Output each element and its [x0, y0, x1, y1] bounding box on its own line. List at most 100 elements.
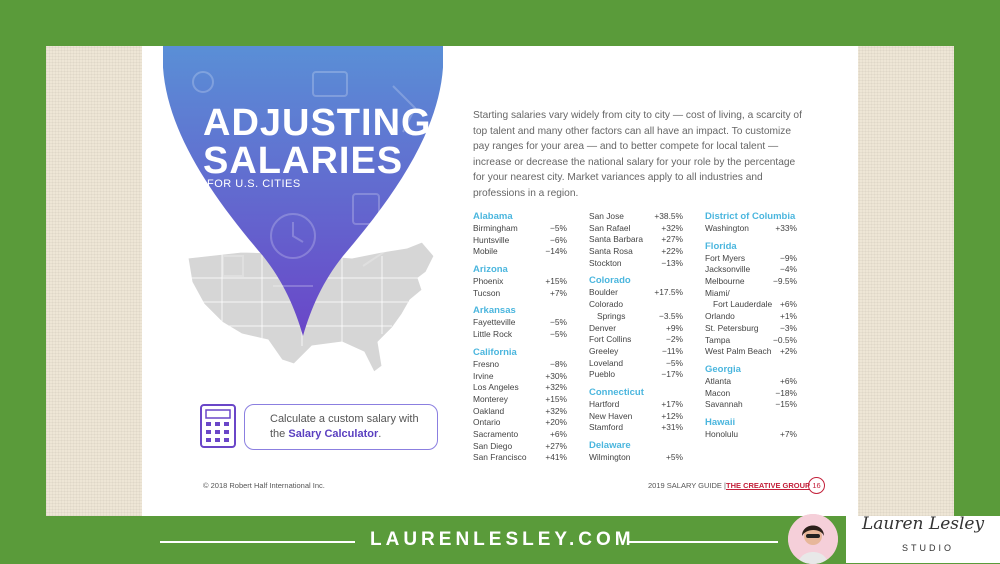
city-row: Loveland −5% [589, 358, 683, 370]
intro-paragraph: Starting salaries vary widely from city … [473, 110, 802, 199]
salary-adjustment: +27% [545, 440, 567, 451]
city-row: Hartford +17% [589, 399, 683, 411]
site-url[interactable]: LAURENLESLEY.COM [370, 529, 635, 550]
salary-column-1: Alabama Birmingham −5% Huntsville −6% Mobile −… [473, 211, 567, 464]
salary-adjustment: +2% [780, 346, 797, 357]
salary-adjustment: −0.5% [773, 334, 797, 345]
city-name: Wilmington [589, 452, 631, 462]
footer-rule-left [160, 541, 355, 543]
salary-calculator-callout[interactable] [244, 404, 438, 450]
city-row: Colorado [589, 299, 683, 311]
salary-guide-label: 2019 SALARY GUIDE | [648, 481, 726, 490]
page-title-line1: ADJUSTING [203, 102, 432, 144]
city-name: Greeley [589, 345, 619, 356]
salary-adjustment: +20% [545, 417, 567, 428]
city-row: Denver +9% [589, 323, 683, 335]
state-heading: Colorado [589, 275, 631, 287]
city-name: Mobile [473, 246, 498, 257]
salary-adjustment: +32% [545, 382, 567, 393]
salary-adjustment: +5% [666, 452, 683, 462]
city-row: Stamford +31% [589, 422, 683, 434]
calculator-text-line1: Calculate a custom salary with [270, 413, 419, 425]
city-name: Fort Collins [589, 334, 632, 345]
studio-logo-background [846, 516, 1000, 563]
city-name: Boulder [589, 287, 618, 298]
salary-adjustment: +22% [661, 246, 683, 257]
city-name: Tampa [705, 334, 731, 345]
city-row: Miami/ [705, 288, 797, 300]
salary-adjustment: −9.5% [773, 276, 797, 287]
city-name: Tucson [473, 287, 501, 298]
salary-adjustment: +17.5% [654, 287, 683, 298]
city-row: Macon −18% [705, 388, 797, 400]
city-row: Little Rock −5% [473, 329, 567, 341]
city-name: San Diego [473, 440, 513, 451]
salary-calculator-link[interactable]: Salary Calculator [288, 428, 379, 440]
city-name: Denver [589, 322, 616, 333]
city-row: Fort Lauderdale +6% [705, 299, 797, 311]
city-name: Stamford [589, 422, 623, 433]
city-name: Savannah [705, 399, 743, 410]
salary-adjustment: +6% [780, 299, 797, 310]
city-row: Jacksonville −4% [705, 264, 797, 276]
salary-adjustment: +7% [550, 287, 567, 298]
salary-adjustment: −11% [661, 345, 683, 356]
city-name: Huntsville [473, 234, 510, 245]
city-row: New Haven +12% [589, 411, 683, 423]
page-number: 16 [808, 477, 825, 494]
studio-logo-word: STUDIO [902, 543, 955, 553]
city-row: Greeley −11% [589, 346, 683, 358]
salary-adjustment: +27% [661, 234, 683, 245]
state-heading: Georgia [705, 363, 741, 375]
city-row: San Diego +27% [473, 441, 567, 453]
city-row: Sacramento +6% [473, 429, 567, 441]
city-name: Irvine [473, 370, 494, 381]
salary-adjustment: +15% [545, 393, 567, 404]
salary-adjustment: −5% [666, 357, 683, 368]
city-name: Springs [597, 310, 626, 321]
state-heading: Florida [705, 240, 737, 252]
title-pin-shape [163, 46, 443, 336]
salary-adjustment: +41% [545, 452, 567, 463]
city-row: Huntsville −6% [473, 235, 567, 247]
city-row: Fort Myers −9% [705, 253, 797, 265]
city-row: Los Angeles +32% [473, 382, 567, 394]
state-heading: California [473, 346, 517, 358]
city-row: Fresno −8% [473, 359, 567, 371]
city-row: Savannah −15% [705, 399, 797, 411]
city-name: Hartford [589, 398, 620, 409]
city-row: San Jose +38.5% [589, 211, 683, 223]
salary-adjustment: −5% [550, 223, 567, 233]
city-row: Washington +33% [705, 223, 797, 235]
state-heading: District of Columbia [705, 211, 796, 222]
salary-adjustment: −8% [550, 358, 567, 369]
salary-adjustment: −2% [666, 334, 683, 345]
creative-group-link[interactable]: THE CREATIVE GROUP [726, 481, 811, 490]
city-row: Santa Rosa +22% [589, 246, 683, 258]
salary-adjustment: −13% [661, 257, 683, 268]
salary-adjustment: −18% [775, 387, 797, 398]
city-name: Stockton [589, 257, 622, 268]
page-title-line2: SALARIES [203, 140, 404, 182]
city-row: Tampa −0.5% [705, 335, 797, 347]
calculator-text-line2: the Salary Calculator. [270, 428, 382, 440]
salary-adjustment: +33% [775, 223, 797, 233]
copyright-text: © 2018 Robert Half International Inc. [203, 481, 325, 490]
city-name: Fort Myers [705, 252, 746, 263]
salary-adjustment: +12% [661, 410, 683, 421]
city-row: Wilmington +5% [589, 452, 683, 464]
state-heading: Arkansas [473, 305, 516, 317]
salary-adjustment: +38.5% [654, 211, 683, 221]
city-name: Orlando [705, 311, 735, 322]
city-name: Monterey [473, 393, 508, 404]
city-row: Irvine +30% [473, 371, 567, 383]
city-row: Oakland +32% [473, 406, 567, 418]
city-row: Santa Barbara +27% [589, 234, 683, 246]
city-name: Atlanta [705, 375, 732, 386]
salary-adjustment: +30% [545, 370, 567, 381]
salary-adjustment: −9% [780, 252, 797, 263]
city-name: Fort Lauderdale [713, 299, 773, 310]
city-row: Fayetteville −5% [473, 317, 567, 329]
city-name: Santa Rosa [589, 246, 633, 257]
salary-adjustment: +7% [780, 428, 797, 439]
